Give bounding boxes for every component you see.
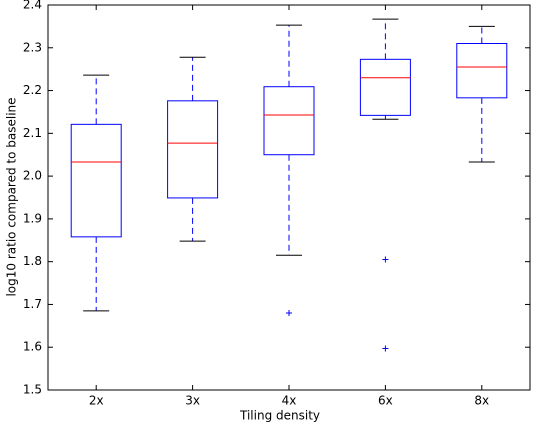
y-tick-label: 1.5 (23, 383, 42, 397)
box (167, 100, 219, 199)
y-tick-label: 2.0 (23, 169, 42, 183)
outlier (382, 256, 389, 263)
x-tick-label: 2x (89, 394, 104, 408)
y-tick-label: 2.3 (23, 40, 42, 54)
y-tick-label: 1.6 (23, 340, 42, 354)
x-tick-label: 4x (282, 394, 297, 408)
x-tick-label: 8x (474, 394, 489, 408)
x-tick-label: 6x (378, 394, 393, 408)
y-tick-label: 1.8 (23, 254, 42, 268)
y-tick-label: 1.9 (23, 211, 42, 225)
outlier (382, 345, 389, 352)
outlier (286, 310, 292, 316)
y-tick-label: 2.2 (23, 83, 42, 97)
y-tick-label: 1.7 (23, 297, 42, 311)
y-axis-label: log10 ratio compared to baseline (5, 97, 19, 296)
box (456, 43, 508, 99)
box (70, 123, 122, 238)
box (263, 86, 315, 156)
y-tick-label: 2.4 (23, 0, 42, 12)
x-tick-label: 3x (185, 394, 200, 408)
box (359, 58, 411, 116)
x-axis-label: Tiling density (239, 409, 320, 422)
y-tick-label: 2.1 (23, 126, 42, 140)
